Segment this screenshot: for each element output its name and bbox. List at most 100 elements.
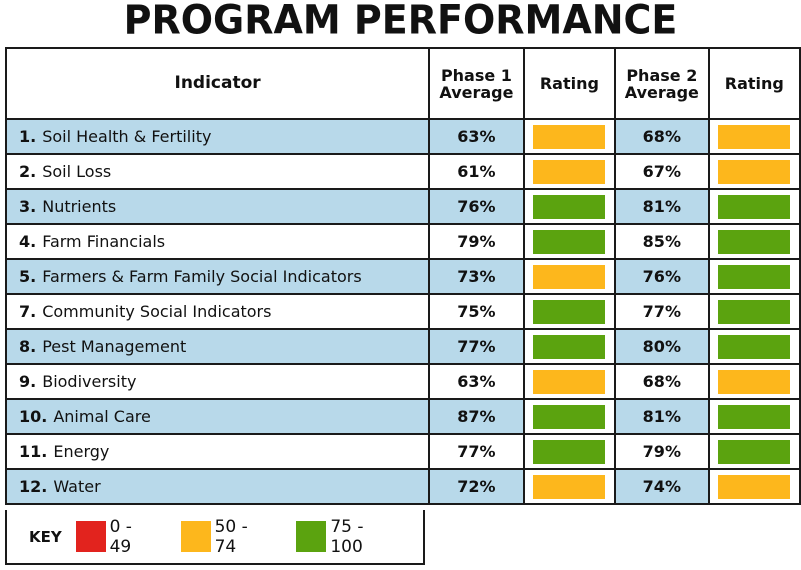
rating-swatch [533, 264, 606, 289]
indicator-number: 7. [19, 302, 37, 321]
phase2-average: 85% [614, 223, 710, 260]
phase2-average: 81% [614, 188, 710, 225]
phase1-rating-cell [522, 398, 617, 435]
color-key: KEY 0 - 49 50 - 74 75 - 100 [5, 510, 425, 565]
table-row: 4. Farm Financials 79% 85% [4, 223, 801, 260]
indicator-cell: 10. Animal Care [4, 398, 431, 435]
phase1-average: 76% [428, 188, 525, 225]
header-phase1: Phase 1 Average [428, 47, 525, 120]
phase1-average: 79% [428, 223, 525, 260]
rating-swatch [718, 299, 791, 324]
phase2-rating-cell [707, 468, 801, 505]
phase2-average: 80% [614, 328, 710, 365]
phase1-rating-cell [522, 153, 617, 190]
phase1-average: 75% [428, 293, 525, 330]
indicator-cell: 8. Pest Management [4, 328, 431, 365]
indicator-name: Soil Health & Fertility [42, 127, 212, 146]
table-row: 3. Nutrients 76% 81% [4, 188, 801, 225]
page-title: PROGRAM PERFORMANCE [123, 0, 678, 44]
indicator-cell: 3. Nutrients [4, 188, 431, 225]
rating-swatch [718, 474, 791, 499]
phase1-rating-cell [522, 188, 617, 225]
rating-swatch [718, 229, 791, 254]
table-row: 11. Energy 77% 79% [4, 433, 801, 470]
indicator-number: 10. [19, 407, 48, 426]
key-range: 0 - 49 [109, 516, 132, 557]
key-range: 75 - 100 [330, 516, 364, 557]
phase1-rating-cell [522, 258, 617, 295]
phase2-average: 81% [614, 398, 710, 435]
indicator-name: Energy [53, 442, 110, 461]
indicator-number: 3. [19, 197, 37, 216]
indicator-cell: 7. Community Social Indicators [4, 293, 431, 330]
rating-swatch [533, 474, 606, 499]
phase2-rating-cell [707, 363, 801, 400]
phase1-rating-cell [522, 293, 617, 330]
indicator-number: 8. [19, 337, 37, 356]
phase2-rating-cell [707, 223, 801, 260]
phase2-rating-cell [707, 398, 801, 435]
rating-swatch [533, 159, 606, 184]
table-row: 9. Biodiversity 63% 68% [4, 363, 801, 400]
phase1-rating-cell [522, 363, 617, 400]
phase2-rating-cell [707, 118, 801, 155]
indicator-name: Biodiversity [42, 372, 137, 391]
phase2-rating-cell [707, 188, 801, 225]
table-row: 12. Water 72% 74% [4, 468, 801, 505]
table-row: 5. Farmers & Farm Family Social Indicator… [4, 258, 801, 295]
rating-swatch [718, 159, 791, 184]
phase2-rating-cell [707, 328, 801, 365]
rating-swatch [533, 229, 606, 254]
phase2-average: 77% [614, 293, 710, 330]
phase1-average: 77% [428, 433, 525, 470]
indicator-cell: 5. Farmers & Farm Family Social Indicator… [4, 258, 431, 295]
rating-swatch [533, 439, 606, 464]
phase2-average: 74% [614, 468, 710, 505]
indicator-name: Farm Financials [42, 232, 166, 251]
key-swatch-red [75, 521, 106, 552]
indicator-name: Water [53, 477, 101, 496]
key-label: KEY [29, 527, 62, 546]
phase2-average: 68% [614, 118, 710, 155]
phase1-rating-cell [522, 468, 617, 505]
phase2-average: 79% [614, 433, 710, 470]
indicator-cell: 4. Farm Financials [4, 223, 431, 260]
rating-swatch [718, 439, 791, 464]
phase2-rating-cell [707, 433, 801, 470]
table-row: 8. Pest Management 77% 80% [4, 328, 801, 365]
phase1-average: 77% [428, 328, 525, 365]
phase2-rating-cell [707, 153, 801, 190]
indicator-cell: 1. Soil Health & Fertility [4, 118, 431, 155]
indicator-cell: 12. Water [4, 468, 431, 505]
rating-swatch [718, 124, 791, 149]
rating-swatch [718, 369, 791, 394]
rating-swatch [718, 194, 791, 219]
performance-table: Indicator Phase 1 Average Rating Phase 2… [4, 47, 801, 505]
phase2-rating-cell [707, 293, 801, 330]
phase1-average: 87% [428, 398, 525, 435]
phase1-average: 72% [428, 468, 525, 505]
indicator-name: Animal Care [53, 407, 151, 426]
header-rating1: Rating [522, 47, 617, 120]
phase1-average: 61% [428, 153, 525, 190]
indicator-name: Soil Loss [42, 162, 112, 181]
rating-swatch [533, 404, 606, 429]
indicator-name: Pest Management [42, 337, 187, 356]
phase1-average: 63% [428, 118, 525, 155]
key-range: 50 - 74 [214, 516, 248, 557]
indicator-cell: 9. Biodiversity [4, 363, 431, 400]
table-row: 2. Soil Loss 61% 67% [4, 153, 801, 190]
phase1-rating-cell [522, 433, 617, 470]
phase1-rating-cell [522, 223, 617, 260]
phase2-average: 68% [614, 363, 710, 400]
rating-swatch [533, 299, 606, 324]
header-indicator: Indicator [4, 47, 431, 120]
rating-swatch [718, 334, 791, 359]
rating-swatch [533, 369, 606, 394]
header-phase2: Phase 2 Average [614, 47, 710, 120]
phase1-rating-cell [522, 118, 617, 155]
indicator-name: Farmers & Farm Family Social Indicators [42, 267, 362, 286]
table-row: 10. Animal Care 87% 81% [4, 398, 801, 435]
rating-swatch [718, 404, 791, 429]
indicator-number: 11. [19, 442, 48, 461]
